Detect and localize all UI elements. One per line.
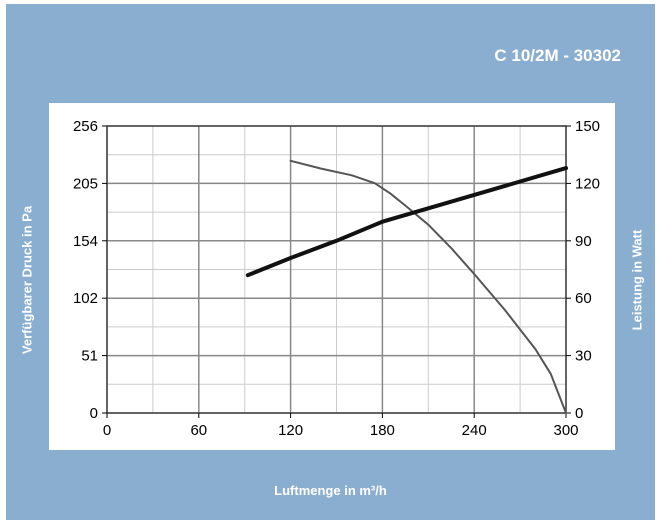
- y-tick-label-left: 205: [73, 175, 98, 192]
- power-curve-line: [245, 166, 568, 278]
- y-tick-label-left: 154: [73, 233, 98, 250]
- y-tick-label-right: 90: [575, 233, 592, 250]
- x-tick-label: 300: [553, 422, 578, 439]
- y-tick-label-left: 102: [73, 290, 98, 307]
- y-tick-label-left: 256: [73, 118, 98, 135]
- x-tick-label: 0: [103, 422, 111, 439]
- x-tick-label: 240: [462, 422, 487, 439]
- chart-title: C 10/2M - 30302: [494, 46, 621, 65]
- plot-background: [49, 103, 615, 450]
- y-axis-label-right: Leistung in Watt: [629, 229, 645, 331]
- x-tick-label: 60: [190, 422, 207, 439]
- y-tick-label-right: 150: [575, 118, 600, 135]
- y-tick-label-right: 30: [575, 348, 592, 365]
- x-tick-label: 120: [278, 422, 303, 439]
- x-axis-label: Luftmenge in m³/h: [274, 483, 387, 498]
- x-tick-label: 180: [370, 422, 395, 439]
- y-tick-label-left: 0: [90, 405, 98, 422]
- y-tick-label-right: 120: [575, 175, 600, 192]
- y-axis-label-left: Verfügbarer Druck in Pa: [19, 205, 35, 355]
- pressure-curve-line: [289, 159, 567, 414]
- y-tick-label-left: 51: [81, 348, 98, 365]
- plot-frame: [106, 125, 567, 414]
- y-tick-label-right: 60: [575, 290, 592, 307]
- y-tick-label-right: 0: [575, 405, 583, 422]
